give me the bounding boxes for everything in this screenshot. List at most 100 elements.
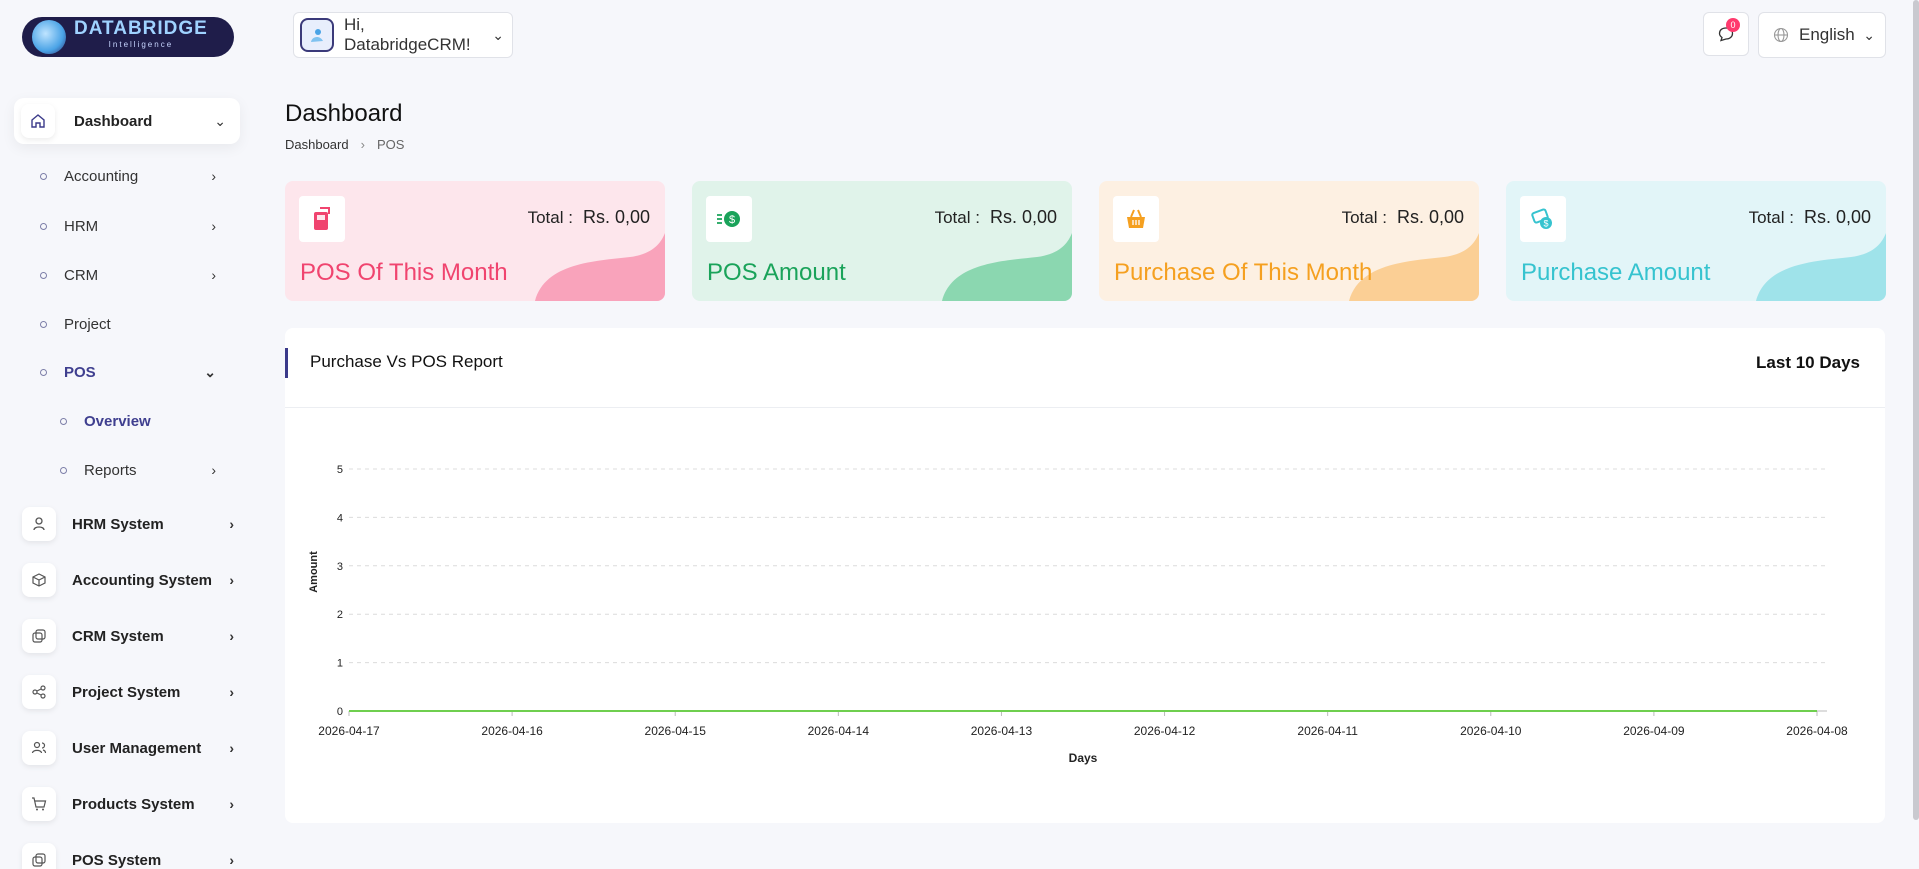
bullet-icon	[60, 466, 67, 474]
bullet-icon	[40, 368, 47, 376]
sidebar-item-accounting-system[interactable]: Accounting System ›	[22, 562, 234, 598]
chevron-right-icon: ›	[360, 137, 365, 152]
sidebar-item-hrm-system[interactable]: HRM System ›	[22, 506, 234, 542]
money-icon: $	[1520, 196, 1566, 242]
notification-badge: 0	[1726, 18, 1740, 32]
sidebar-item-label: CRM	[64, 266, 99, 284]
chevron-right-icon: ›	[229, 796, 234, 812]
sidebar-item-overview[interactable]: Overview	[60, 409, 230, 433]
y-axis-title: Amount	[308, 551, 320, 593]
chevron-right-icon: ›	[211, 168, 216, 184]
sidebar-item-products-system[interactable]: Products System ›	[22, 786, 234, 822]
chevron-right-icon: ›	[229, 572, 234, 588]
sidebar-item-project-system[interactable]: Project System ›	[22, 674, 234, 710]
breadcrumb-dashboard[interactable]: Dashboard	[285, 137, 349, 152]
chevron-right-icon: ›	[211, 218, 216, 234]
page-title: Dashboard	[285, 100, 403, 127]
sidebar-item-user-management[interactable]: User Management ›	[22, 730, 234, 766]
total-label: Total :	[1341, 208, 1387, 227]
sidebar-item-crm-system[interactable]: CRM System ›	[22, 618, 234, 654]
sidebar-item-label: Accounting System	[72, 571, 213, 589]
chevron-right-icon: ›	[229, 740, 234, 756]
page-scrollbar[interactable]	[1913, 0, 1919, 820]
svg-text:$: $	[1543, 219, 1548, 229]
x-tick-label: 2026-04-17	[318, 724, 380, 738]
layers-icon	[22, 619, 56, 653]
share-icon	[22, 675, 56, 709]
x-tick-label: 2026-04-15	[645, 724, 707, 738]
card-wave-shape	[1349, 233, 1479, 301]
sidebar-item-label: Reports	[84, 461, 137, 479]
brand-tagline: Intelligence	[108, 40, 174, 49]
chevron-right-icon: ›	[229, 852, 234, 868]
sidebar-item-pos-system[interactable]: POS System ›	[22, 842, 234, 869]
user-icon	[22, 507, 56, 541]
total-value: Rs. 0,00	[582, 207, 650, 227]
cart-icon	[22, 787, 56, 821]
bullet-icon	[40, 172, 47, 180]
sidebar-item-crm[interactable]: CRM ›	[40, 263, 230, 287]
x-tick-label: 2026-04-08	[1786, 724, 1848, 738]
report-panel-header: Purchase Vs POS Report Last 10 Days	[285, 328, 1885, 408]
report-range-selector[interactable]: Last 10 Days	[1756, 353, 1860, 372]
sidebar-item-accounting[interactable]: Accounting ›	[40, 164, 230, 188]
globe-icon	[1773, 27, 1789, 43]
card-title: Purchase Amount	[1521, 259, 1711, 286]
sidebar-item-label: Dashboard	[74, 112, 153, 130]
chevron-down-icon: ⌄	[204, 363, 216, 380]
pos-terminal-icon	[299, 196, 345, 242]
language-selector[interactable]: English ⌄	[1758, 12, 1886, 58]
total-value: Rs. 0,00	[1803, 207, 1871, 227]
sidebar-item-label: Accounting	[64, 167, 139, 185]
x-tick-label: 2026-04-10	[1460, 724, 1522, 738]
user-menu-button[interactable]: Hi, DatabridgeCRM! ⌄	[293, 12, 513, 58]
bullet-icon	[40, 320, 47, 328]
basket-icon	[1113, 196, 1159, 242]
stat-card-purchase-month[interactable]: Total : Rs. 0,00 Purchase Of This Month	[1099, 181, 1479, 301]
sidebar-item-label: CRM System	[72, 627, 164, 645]
sidebar-item-pos[interactable]: POS ⌄	[40, 360, 230, 384]
card-title: POS Amount	[707, 259, 846, 286]
layers-icon	[22, 843, 56, 869]
chevron-right-icon: ›	[229, 516, 234, 532]
sidebar-item-project[interactable]: Project	[40, 312, 230, 336]
x-tick-label: 2026-04-11	[1297, 724, 1358, 738]
y-tick-label: 4	[337, 512, 343, 524]
stat-card-pos-month[interactable]: Total : Rs. 0,00 POS Of This Month	[285, 181, 665, 301]
x-tick-label: 2026-04-09	[1623, 724, 1685, 738]
messages-button[interactable]: 0	[1703, 12, 1749, 56]
sidebar-item-dashboard[interactable]: Dashboard ⌄	[14, 98, 240, 144]
y-tick-label: 1	[337, 658, 343, 670]
sidebar-item-label: Overview	[84, 412, 151, 430]
stat-card-pos-amount[interactable]: $ Total : Rs. 0,00 POS Amount	[692, 181, 1072, 301]
avatar	[300, 18, 334, 52]
sidebar-item-hrm[interactable]: HRM ›	[40, 214, 230, 238]
bullet-icon	[40, 222, 47, 230]
title-accent-bar	[285, 348, 288, 378]
y-tick-label: 2	[337, 609, 343, 621]
sidebar-item-label: HRM	[64, 217, 99, 235]
breadcrumb: Dashboard › POS	[285, 137, 404, 152]
box-icon	[22, 563, 56, 597]
card-title: Purchase Of This Month	[1114, 259, 1373, 286]
home-icon	[21, 104, 55, 138]
language-label: English	[1799, 25, 1855, 44]
sidebar-item-reports[interactable]: Reports ›	[60, 458, 230, 482]
sidebar-item-label: Project System	[72, 683, 181, 701]
stat-card-purchase-amount[interactable]: $ Total : Rs. 0,00 Purchase Amount	[1506, 181, 1886, 301]
total-label: Total :	[1748, 208, 1794, 227]
chevron-right-icon: ›	[229, 628, 234, 644]
x-axis-title: Days	[1069, 751, 1098, 765]
x-tick-label: 2026-04-13	[971, 724, 1033, 738]
total-label: Total :	[934, 208, 980, 227]
chevron-right-icon: ›	[211, 462, 216, 478]
chevron-down-icon: ⌄	[492, 26, 504, 43]
total-value: Rs. 0,00	[1396, 207, 1464, 227]
sidebar-item-label: HRM System	[72, 515, 164, 533]
sidebar-item-label: Products System	[72, 795, 195, 813]
y-tick-label: 0	[337, 706, 343, 718]
brand-logo[interactable]: DATABRIDGE Intelligence	[22, 17, 234, 57]
sidebar-item-label: Project	[64, 315, 111, 333]
cash-icon: $	[706, 196, 752, 242]
card-title: POS Of This Month	[300, 259, 508, 286]
